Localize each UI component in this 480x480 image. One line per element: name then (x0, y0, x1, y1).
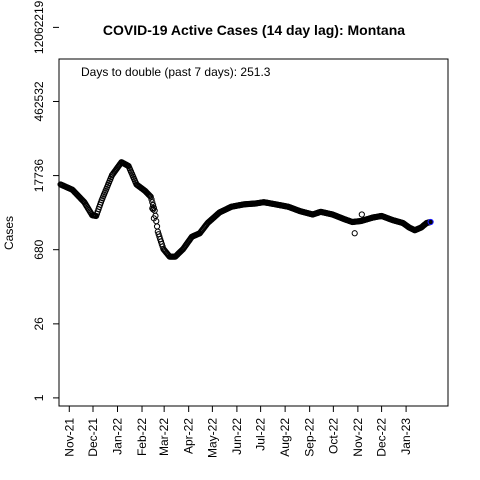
x-tick-label: Jul-22 (254, 418, 268, 451)
x-tick-label: Aug-22 (278, 418, 292, 457)
doubling-annotation: Days to double (past 7 days): 251.3 (81, 65, 271, 79)
y-tick-label: 17736 (32, 159, 46, 193)
data-points (57, 159, 434, 260)
data-point (149, 205, 156, 212)
x-tick-label: Dec-21 (86, 418, 100, 457)
y-axis-label: Cases (2, 216, 16, 250)
y-tick-label: 1 (32, 394, 46, 401)
data-point (149, 206, 157, 213)
x-tick-label: Jan-23 (399, 418, 413, 455)
plot-frame (58, 58, 449, 407)
x-tick-label: May-22 (205, 418, 219, 458)
y-tick-label: 12062219 (32, 0, 46, 54)
data-point (427, 218, 434, 226)
data-point (149, 201, 157, 209)
x-tick-label: Jan-22 (111, 418, 125, 455)
y-axis: 1 26 680 17736 462532 12062219 (32, 0, 59, 401)
x-tick-label: Dec-22 (375, 418, 389, 457)
x-tick-label: Nov-22 (351, 418, 365, 457)
x-tick-label: Jun-22 (230, 418, 244, 455)
x-tick-label: Sep-22 (303, 418, 317, 457)
y-tick-label: 680 (32, 239, 46, 259)
data-point (148, 196, 155, 203)
data-point (150, 215, 157, 222)
data-point (149, 199, 156, 206)
x-tick-label: Mar-22 (157, 418, 171, 456)
x-tick-label: Feb-22 (135, 418, 149, 456)
data-point (358, 211, 365, 218)
y-tick-label: 26 (32, 317, 46, 331)
chart-title: COVID-19 Active Cases (14 day lag): Mont… (103, 22, 405, 38)
data-point (351, 230, 358, 237)
x-tick-label: Apr-22 (182, 418, 196, 454)
x-tick-label: Oct-22 (326, 418, 340, 454)
x-tick-label: Nov-21 (62, 418, 76, 457)
data-point (153, 223, 161, 230)
y-tick-label: 462532 (32, 81, 46, 121)
data-point (146, 192, 154, 199)
x-axis: Nov-21 Dec-21 Jan-22 Feb-22 Mar-22 Apr-22 May-… (62, 406, 413, 458)
data-point (147, 193, 154, 200)
